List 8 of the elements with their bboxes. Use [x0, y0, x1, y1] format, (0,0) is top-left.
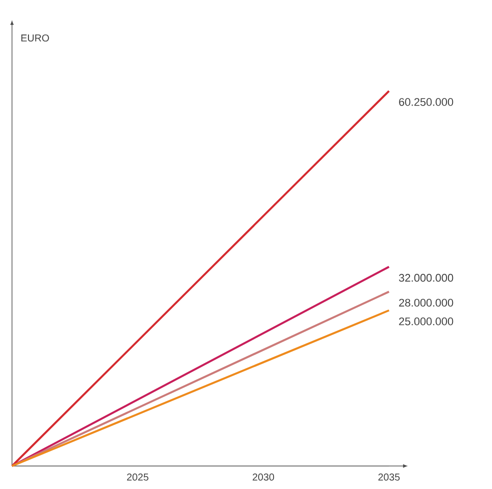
text: EURO — [21, 34, 49, 42]
x-tick-label: 2030 — [252, 474, 274, 481]
data-label: 32.000.000 — [398, 274, 454, 282]
data-label: 25.000.000 — [399, 318, 454, 326]
x-tick-label: 2035 — [378, 474, 400, 481]
data-label: 60.250.000 — [399, 98, 454, 106]
x-tick-label: 2025 — [127, 474, 148, 481]
data-label: 28.000.000 — [399, 298, 454, 307]
